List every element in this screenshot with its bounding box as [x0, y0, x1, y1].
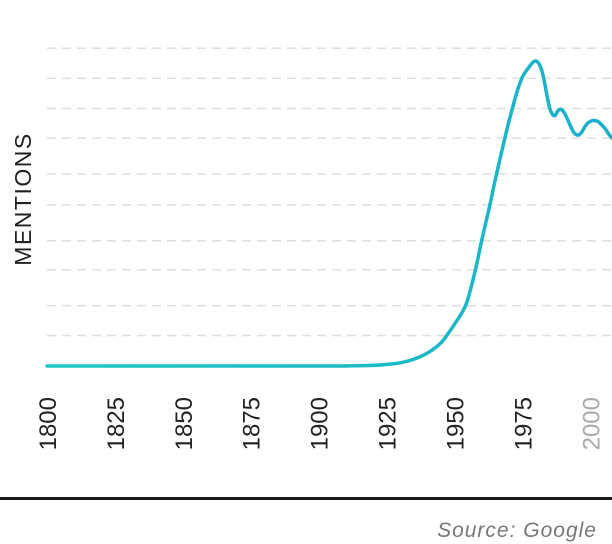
x-tick-label: 1975 — [510, 397, 537, 450]
x-tick-label: 1950 — [443, 397, 470, 450]
y-axis-label: MENTIONS — [10, 132, 36, 265]
gridlines — [47, 47, 612, 337]
x-tick-label: 1800 — [35, 397, 62, 450]
x-tick-label: 1900 — [307, 397, 334, 450]
x-tick-label: 1875 — [239, 397, 266, 450]
x-axis-ticks: 1800 1825 1850 1875 1900 1925 1950 1975 2000 — [35, 397, 605, 450]
series-line — [45, 59, 612, 368]
series-layer — [45, 59, 612, 368]
source-note: Source: Google — [437, 519, 597, 542]
x-tick-label: 1925 — [375, 397, 402, 450]
x-tick-label: 2000 — [578, 397, 605, 450]
x-tick-label: 1850 — [171, 397, 198, 450]
x-tick-label: 1825 — [103, 397, 130, 450]
